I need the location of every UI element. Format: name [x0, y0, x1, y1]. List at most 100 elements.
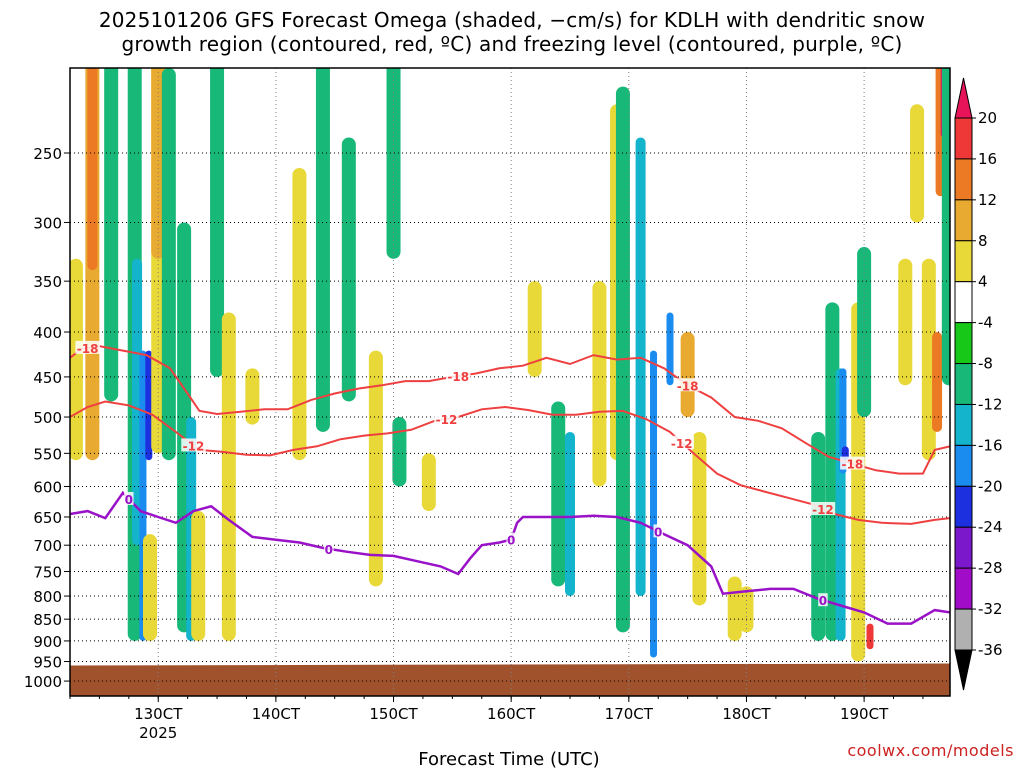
- colorbar-swatch: [954, 117, 973, 160]
- omega-cell: [87, 68, 98, 271]
- contour-label-bg: [124, 491, 134, 505]
- contour-label: -18: [677, 379, 699, 393]
- x-tick-label: 150CT: [369, 705, 418, 723]
- colorbar-swatch: [954, 363, 973, 405]
- omega-cell: [527, 281, 542, 377]
- x-tick-label: 180CT: [722, 705, 771, 723]
- omega-cell: [898, 258, 913, 386]
- contour-label: 0: [325, 543, 333, 557]
- omega-cell: [341, 137, 356, 402]
- contour-label-bg: [810, 501, 836, 515]
- omega-cell: [368, 350, 383, 587]
- omega-cell: [245, 368, 260, 425]
- colorbar-swatch: [954, 199, 973, 242]
- y-tick-label: 1000: [24, 673, 62, 691]
- colorbar-tick-label: 16: [978, 150, 997, 168]
- omega-cell: [666, 312, 674, 386]
- colorbar-swatch: [954, 240, 973, 283]
- omega-cell: [866, 623, 874, 650]
- contour-label: -12: [183, 439, 205, 453]
- omega-cell: [692, 431, 707, 606]
- omega-cell: [143, 534, 157, 641]
- y-tick-label: 650: [33, 509, 62, 527]
- colorbar-tick-label: -20: [978, 477, 1003, 495]
- colorbar-tick-label: -36: [978, 641, 1003, 659]
- colorbar-top-arrow: [954, 77, 973, 119]
- ground-surface: [70, 663, 950, 696]
- omega-cell: [941, 68, 950, 386]
- omega-cell: [191, 511, 206, 641]
- contour-label-bg: [669, 435, 695, 449]
- colorbar-swatch: [954, 322, 973, 365]
- colorbar-tick-label: -16: [978, 436, 1003, 454]
- source-credit: coolwx.com/models: [847, 741, 1014, 760]
- colorbar-swatch: [954, 281, 973, 324]
- omega-cell: [739, 586, 754, 633]
- contour-label-bg: [675, 378, 700, 392]
- colorbar-swatch: [954, 158, 973, 201]
- y-tick-label: 950: [33, 654, 62, 672]
- x-axis-label: Forecast Time (UTC): [418, 749, 599, 768]
- contour-label-bg: [181, 438, 206, 452]
- contour-label: 0: [125, 493, 133, 507]
- contour-label: -18: [77, 342, 99, 356]
- plot-frame: [69, 67, 951, 697]
- contour-label: 0: [654, 525, 662, 539]
- omega-shading: [70, 68, 950, 662]
- ground-fill: [70, 663, 950, 696]
- colorbar-tick-label: -12: [978, 395, 1003, 413]
- omega-cell: [145, 350, 153, 461]
- colorbar-swatch: [954, 526, 973, 569]
- contour-label-bg: [653, 524, 663, 538]
- omega-cell: [680, 332, 695, 418]
- chart-title-line-2: growth region (contoured, red, ºC) and f…: [121, 32, 903, 56]
- y-tick-label: 350: [33, 273, 62, 291]
- chart-title: 2025101206 GFS Forecast Omega (shaded, −…: [0, 8, 1024, 56]
- omega-cell: [565, 431, 575, 597]
- contour-label: -18: [447, 370, 469, 384]
- omega-cell: [151, 68, 166, 259]
- colorbar-tick-label: -8: [978, 355, 993, 373]
- contour-label: -18: [842, 458, 864, 472]
- omega-cell: [421, 453, 436, 512]
- omega-cell: [70, 258, 83, 461]
- contour-label-bg: [324, 541, 334, 555]
- omega-cell: [811, 431, 826, 641]
- chart-title-line-1: 2025101206 GFS Forecast Omega (shaded, −…: [98, 8, 926, 32]
- contour-label: -12: [671, 437, 693, 451]
- colorbar-swatch: [954, 567, 973, 610]
- contour-label-bg: [434, 411, 459, 425]
- y-tick-label: 500: [33, 409, 62, 427]
- omega-cell: [650, 350, 658, 658]
- omega-cell: [551, 401, 566, 587]
- y-tick-label: 250: [33, 145, 62, 163]
- colorbar-swatch: [954, 485, 973, 528]
- x-tick-year-label: 2025: [139, 724, 177, 742]
- colorbar-tick-label: -24: [978, 518, 1003, 536]
- y-axis: 250 300 350 400 450 500 550 600 650 700 750 800 850 9…: [24, 145, 70, 691]
- y-tick-label: 600: [33, 478, 62, 496]
- omega-cell: [315, 68, 330, 432]
- colorbar-swatch: [954, 403, 973, 446]
- omega-cell: [392, 417, 407, 487]
- y-tick-label: 450: [33, 369, 62, 387]
- x-tick-label: 140CT: [252, 705, 301, 723]
- contour-label: -12: [436, 413, 458, 427]
- omega-cell: [386, 68, 401, 259]
- colorbar-tick-label: 12: [978, 191, 997, 209]
- colorbar: 20 16 12 8 4 -4 -8 -12 -16 -20 -24 -28 -32 -36: [954, 77, 1003, 691]
- contour-label-bg: [75, 340, 100, 354]
- contour-label: 0: [819, 594, 827, 608]
- contour-label-bg: [818, 593, 828, 607]
- colorbar-swatch: [954, 444, 973, 487]
- y-tick-label: 750: [33, 563, 62, 581]
- y-tick-label: 900: [33, 633, 62, 651]
- colorbar-tick-label: -32: [978, 600, 1003, 618]
- omega-cell: [210, 68, 225, 377]
- omega-cell: [104, 68, 119, 402]
- y-tick-label: 800: [33, 588, 62, 606]
- omega-cell: [910, 104, 925, 223]
- colorbar-tick-label: 8: [978, 232, 988, 250]
